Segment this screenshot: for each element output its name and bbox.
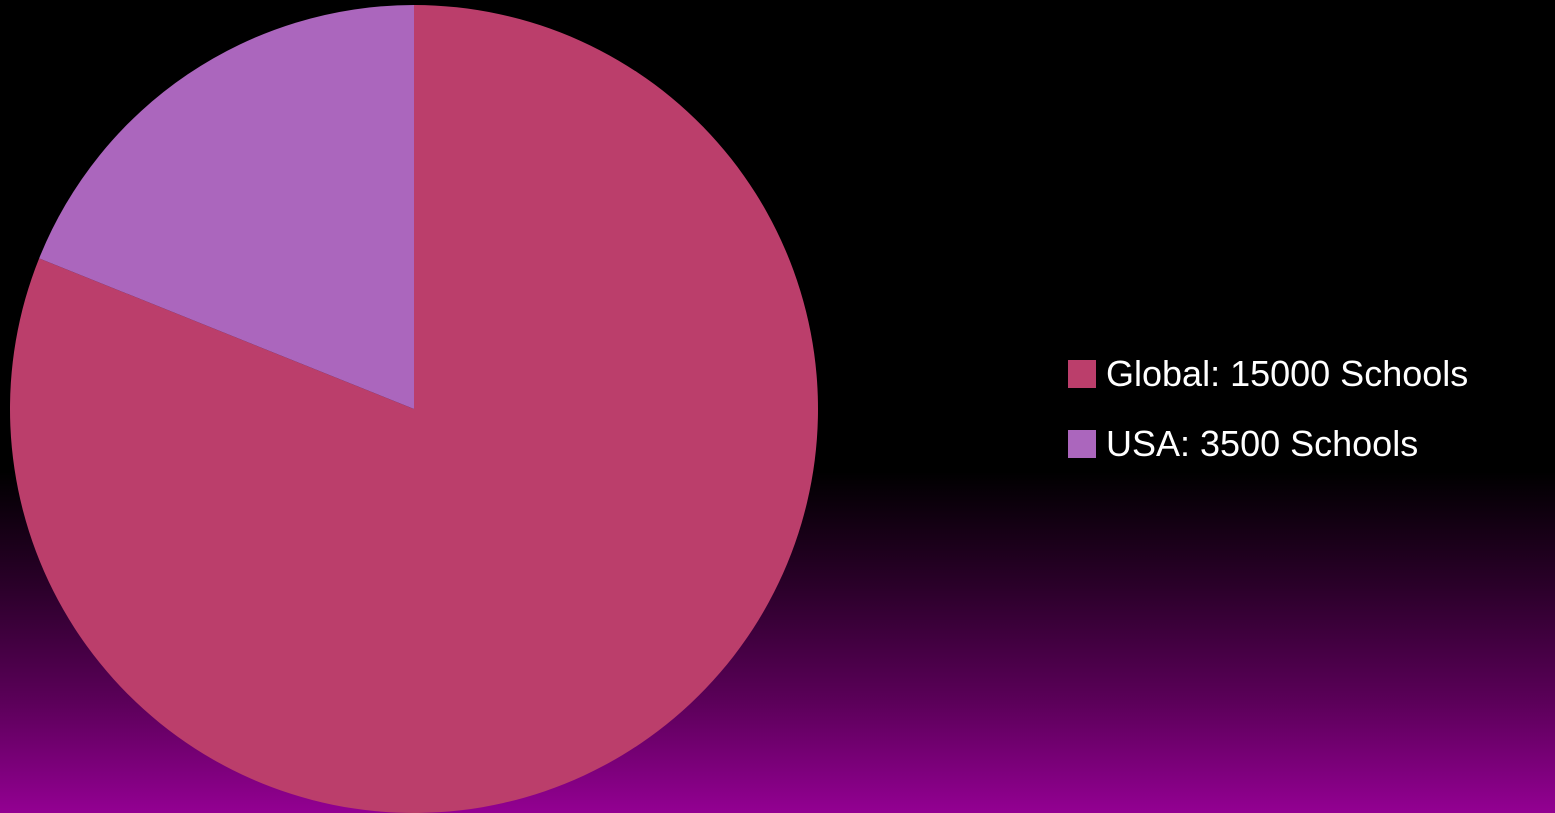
legend-swatch-usa	[1068, 430, 1096, 458]
legend-item-usa: USA: 3500 Schools	[1068, 422, 1468, 466]
legend-item-global: Global: 15000 Schools	[1068, 352, 1468, 396]
pie-slice-usa	[39, 5, 414, 409]
pie-slice-global	[9, 5, 818, 813]
pie-chart	[9, 5, 818, 813]
legend: Global: 15000 Schools USA: 3500 Schools	[1068, 352, 1468, 466]
legend-label-usa: USA: 3500 Schools	[1106, 423, 1419, 464]
legend-label-global: Global: 15000 Schools	[1106, 353, 1469, 394]
legend-swatch-global	[1068, 360, 1096, 388]
